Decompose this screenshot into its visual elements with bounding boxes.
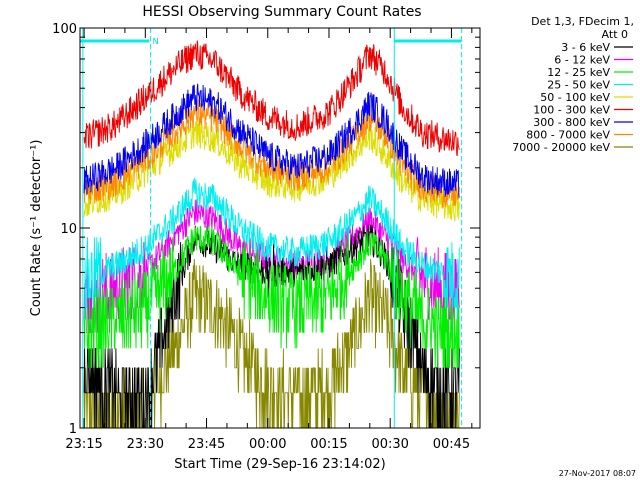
legend-header-line-2: Att 0 bbox=[602, 28, 628, 41]
x-axis: 23:15 23:30 23:45 00:00 00:15 00:30 00:45 bbox=[65, 28, 473, 452]
y-tick-label-1: 1 bbox=[69, 422, 77, 437]
legend-header-line-1: Det 1,3, FDecim 1, bbox=[531, 15, 634, 28]
series-line-300-800-kev bbox=[83, 83, 460, 198]
chart-title: HESSI Observing Summary Count Rates bbox=[142, 4, 421, 20]
legend-label-3-6-kev: 3 - 6 keV bbox=[561, 41, 610, 54]
legend-label-800-7000-kev: 800 - 7000 keV bbox=[526, 129, 610, 142]
y-axis-label: Count Rate (s⁻¹ detector⁻¹) bbox=[29, 140, 44, 317]
x-tick-label-00-45: 00:45 bbox=[433, 437, 470, 452]
x-tick-label-23-15: 23:15 bbox=[65, 437, 102, 452]
y-tick-label-10: 10 bbox=[60, 222, 77, 237]
legend-label-100-300-kev: 100 - 300 keV bbox=[533, 104, 610, 117]
series-line-50-100-kev bbox=[83, 119, 460, 222]
legend-label-7000-20000-kev: 7000 - 20000 keV bbox=[512, 141, 610, 154]
annotation-layer: N bbox=[80, 28, 463, 428]
y-tick-label-100: 100 bbox=[52, 22, 77, 37]
legend-label-50-100-kev: 50 - 100 keV bbox=[540, 91, 610, 104]
marker-label-2: N bbox=[153, 37, 159, 46]
series-line-100-300-kev bbox=[83, 40, 460, 156]
legend-label-6-12-kev: 6 - 12 keV bbox=[554, 54, 610, 67]
x-tick-label-00-15: 00:15 bbox=[310, 437, 347, 452]
x-tick-label-23-45: 23:45 bbox=[188, 437, 225, 452]
x-tick-label-23-30: 23:30 bbox=[127, 437, 164, 452]
x-tick-label-00-30: 00:30 bbox=[371, 437, 408, 452]
x-axis-label: Start Time (29-Sep-16 23:14:02) bbox=[174, 457, 385, 472]
series-layer bbox=[83, 40, 460, 429]
legend-label-25-50-kev: 25 - 50 keV bbox=[547, 79, 610, 92]
x-tick-label-00-00: 00:00 bbox=[249, 437, 286, 452]
legend-label-300-800-kev: 300 - 800 keV bbox=[533, 116, 610, 129]
y-axis: 1 10 100 bbox=[52, 22, 480, 437]
series-line-25-50-kev bbox=[84, 177, 460, 320]
series-line-12-25-kev bbox=[83, 225, 460, 369]
legend-label-12-25-kev: 12 - 25 keV bbox=[547, 66, 610, 79]
generation-timestamp: 27-Nov-2017 08:07 bbox=[559, 469, 636, 478]
